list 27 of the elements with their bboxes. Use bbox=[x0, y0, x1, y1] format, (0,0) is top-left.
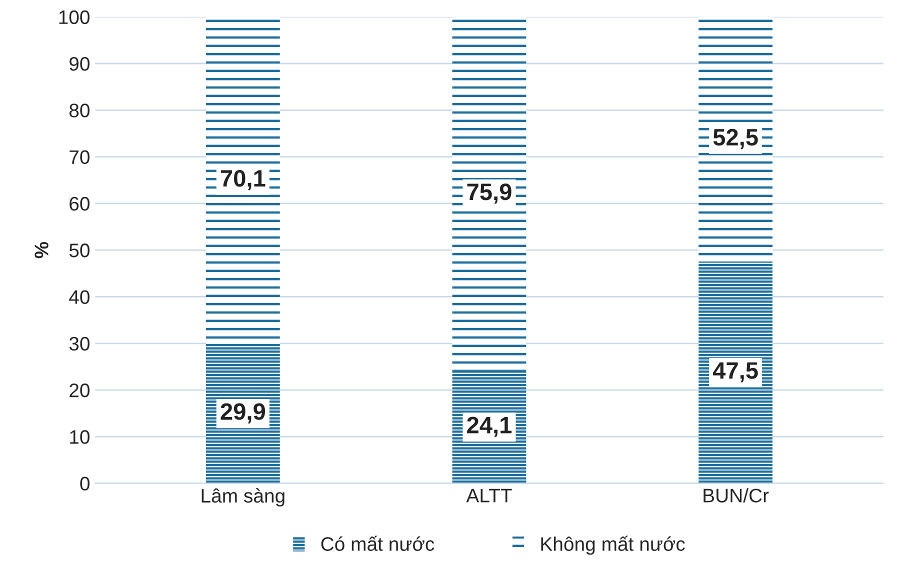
y-tick-label: 80 bbox=[69, 104, 90, 118]
y-tick-label: 0 bbox=[80, 476, 90, 491]
legend-label: Có mất nước bbox=[321, 536, 434, 551]
y-tick-label: 100 bbox=[59, 10, 90, 24]
data-label: 47,5 bbox=[712, 362, 758, 382]
x-tick-label: ALTT bbox=[466, 488, 512, 502]
bar bbox=[452, 16, 526, 371]
y-tick-label: 90 bbox=[70, 56, 90, 71]
bar bbox=[698, 262, 773, 484]
bar bbox=[698, 16, 773, 262]
y-tick-label: 50 bbox=[69, 244, 90, 258]
data-label: 52,5 bbox=[713, 128, 758, 150]
bar bbox=[206, 16, 280, 344]
data-label: 70,1 bbox=[220, 170, 266, 190]
y-tick-label: 10 bbox=[70, 430, 90, 444]
y-tick-label: 60 bbox=[70, 196, 90, 211]
data-label: 29,9 bbox=[220, 403, 266, 424]
y-tick-label: 70 bbox=[70, 150, 90, 164]
y-tick-label: 20 bbox=[70, 383, 90, 398]
y-tick-label: 40 bbox=[69, 290, 90, 304]
data-label: 75,9 bbox=[467, 184, 512, 204]
legend-label: Không mất nước bbox=[541, 536, 685, 555]
x-tick-label: BUN/Cr bbox=[704, 488, 769, 502]
y-axis-title: % bbox=[34, 242, 48, 258]
x-tick-label: Lâm sàng bbox=[202, 488, 284, 507]
y-tick-label: 30 bbox=[69, 336, 90, 351]
data-label: 24,1 bbox=[467, 416, 512, 437]
